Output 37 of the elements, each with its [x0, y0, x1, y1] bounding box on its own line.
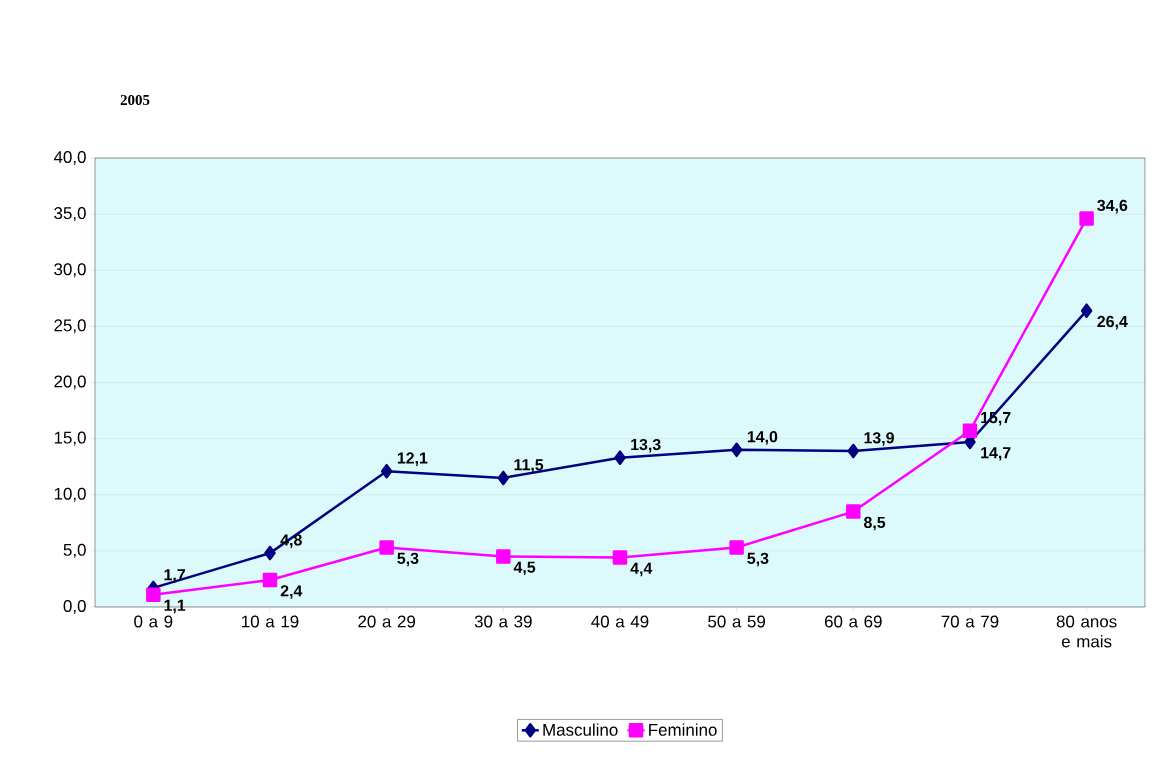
- data-label: 4,4: [630, 562, 653, 577]
- data-label: 13,3: [631, 438, 661, 453]
- y-tick-label: 35,0: [54, 207, 86, 222]
- x-tick-label: 40 a 49: [591, 615, 649, 628]
- data-label: 11,5: [514, 459, 544, 473]
- x-tick-label: 20 a 29: [358, 615, 416, 628]
- data-label: 5,3: [397, 552, 419, 567]
- chart-title: 2005: [120, 94, 150, 106]
- data-label: 4,5: [513, 561, 536, 576]
- data-label: 5,3: [747, 552, 769, 567]
- y-tick-label: 15,0: [54, 431, 86, 446]
- x-tick-label: 50 a 59: [708, 615, 766, 628]
- data-label: 26,4: [1097, 315, 1128, 330]
- data-label: 34,6: [1097, 199, 1128, 214]
- x-tick-label: 80 anos e mais: [1056, 615, 1117, 648]
- y-tick-label: 10,0: [54, 487, 86, 502]
- y-tick-label: 25,0: [54, 319, 86, 334]
- y-tick-label: 0,0: [63, 599, 86, 614]
- x-tick-label: 70 a 79: [941, 615, 999, 628]
- data-label: 2,4: [280, 585, 303, 599]
- data-label: 14,0: [747, 431, 778, 445]
- x-tick-label: 10 a 19: [242, 615, 299, 628]
- data-label: 1,7: [164, 569, 185, 583]
- data-label: 12,1: [397, 452, 428, 466]
- x-tick-label: 30 a 39: [474, 615, 532, 628]
- y-tick-label: 5,0: [63, 543, 86, 558]
- x-tick-label: 60 a 69: [824, 615, 882, 628]
- data-label: 13,9: [864, 432, 894, 446]
- y-tick-label: 40,0: [53, 150, 86, 165]
- y-tick-label: 30,0: [54, 263, 86, 278]
- data-label: 1,1: [164, 599, 186, 614]
- data-label: 14,7: [981, 447, 1011, 461]
- x-tick-label: 0 a 9: [134, 615, 173, 628]
- data-label: 8,5: [863, 516, 886, 531]
- y-tick-label: 20,0: [54, 375, 86, 390]
- legend-label: Feminino: [649, 723, 717, 736]
- legend-label: Masculino: [543, 723, 618, 736]
